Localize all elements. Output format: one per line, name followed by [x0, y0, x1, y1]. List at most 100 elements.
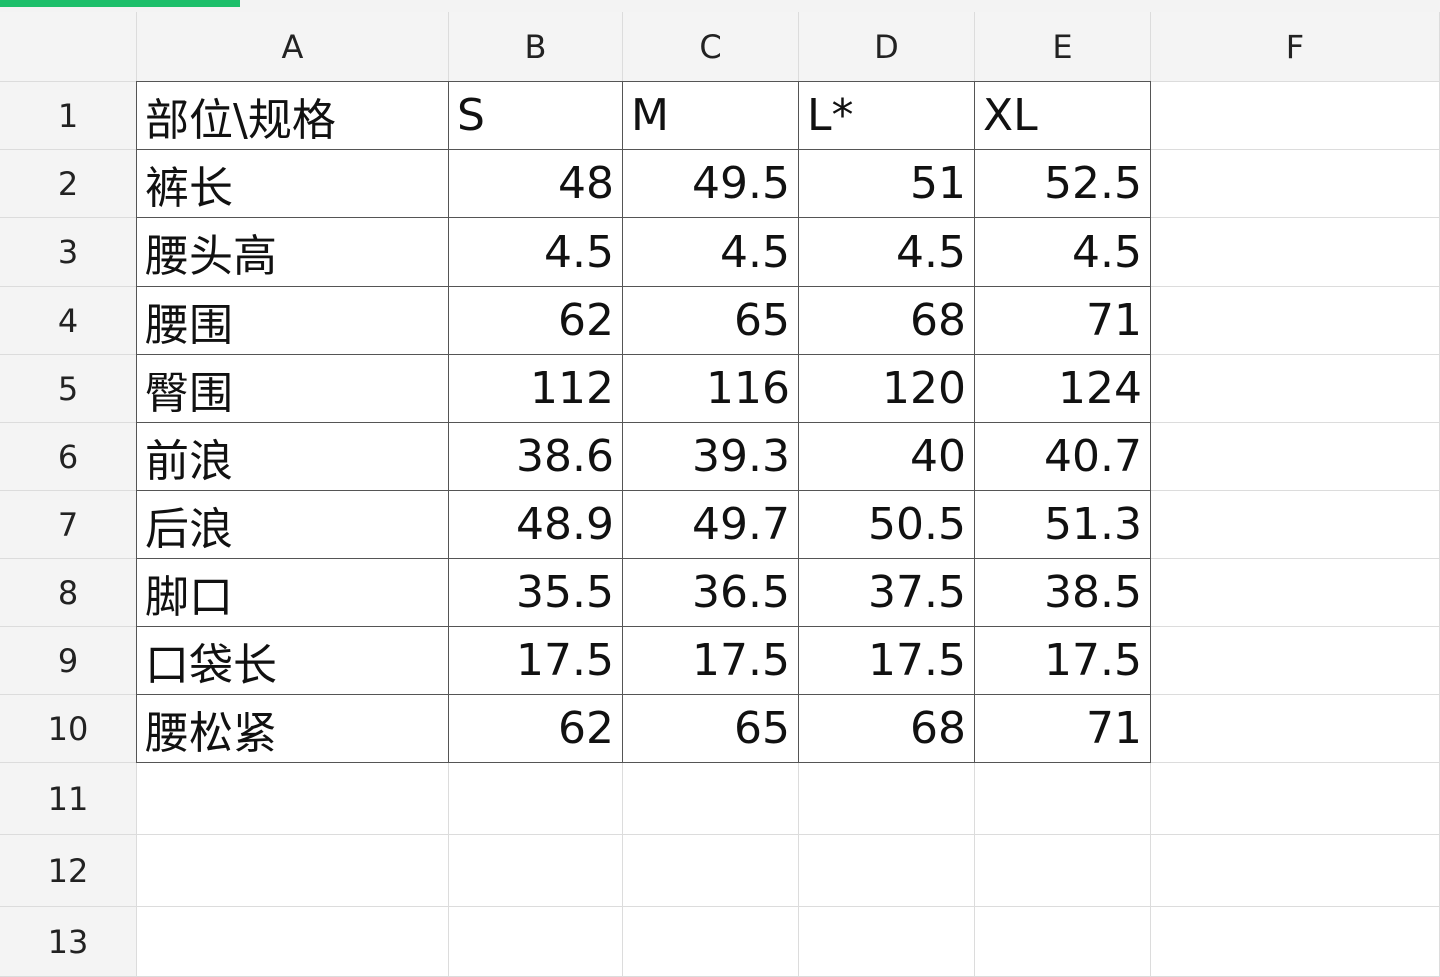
- cell-F1[interactable]: [1151, 82, 1440, 150]
- cell-F11[interactable]: [1151, 763, 1440, 835]
- cell-F8[interactable]: [1151, 559, 1440, 627]
- cell-A11[interactable]: [137, 763, 449, 835]
- cell-A4[interactable]: 腰围: [136, 286, 449, 355]
- cell-C9[interactable]: 17.5: [622, 626, 799, 695]
- cell-A1[interactable]: 部位\规格: [136, 81, 449, 150]
- cell-C12[interactable]: [623, 835, 799, 907]
- cell-D12[interactable]: [799, 835, 975, 907]
- cell-A13[interactable]: [137, 907, 449, 977]
- cell-F9[interactable]: [1151, 627, 1440, 695]
- cell-A8[interactable]: 脚口: [136, 558, 449, 627]
- cell-E4[interactable]: 71: [974, 286, 1151, 355]
- cell-E9[interactable]: 17.5: [974, 626, 1151, 695]
- cell-E7[interactable]: 51.3: [974, 490, 1151, 559]
- cell-E1[interactable]: XL: [974, 81, 1151, 150]
- cell-B12[interactable]: [449, 835, 623, 907]
- cell-F4[interactable]: [1151, 287, 1440, 355]
- cell-C6[interactable]: 39.3: [622, 422, 799, 491]
- cell-B9[interactable]: 17.5: [448, 626, 623, 695]
- cell-D8[interactable]: 37.5: [798, 558, 975, 627]
- row-header-9[interactable]: 9: [0, 627, 137, 695]
- row-header-10[interactable]: 10: [0, 695, 137, 763]
- row-header-7[interactable]: 7: [0, 491, 137, 559]
- cell-D11[interactable]: [799, 763, 975, 835]
- cell-C11[interactable]: [623, 763, 799, 835]
- cell-B1[interactable]: S: [448, 81, 623, 150]
- cell-C13[interactable]: [623, 907, 799, 977]
- cell-C5[interactable]: 116: [622, 354, 799, 423]
- cell-E10[interactable]: 71: [974, 694, 1151, 763]
- cell-E12[interactable]: [975, 835, 1151, 907]
- cell-A6[interactable]: 前浪: [136, 422, 449, 491]
- cell-F5[interactable]: [1151, 355, 1440, 423]
- cell-D6[interactable]: 40: [798, 422, 975, 491]
- column-header-E[interactable]: E: [975, 12, 1151, 82]
- cell-B2[interactable]: 48: [448, 149, 623, 218]
- row-header-12[interactable]: 12: [0, 835, 137, 907]
- cell-B6[interactable]: 38.6: [448, 422, 623, 491]
- cell-E6[interactable]: 40.7: [974, 422, 1151, 491]
- cell-F13[interactable]: [1151, 907, 1440, 977]
- cell-C8[interactable]: 36.5: [622, 558, 799, 627]
- cell-B3[interactable]: 4.5: [448, 217, 623, 287]
- cell-C3[interactable]: 4.5: [622, 217, 799, 287]
- row-header-1[interactable]: 1: [0, 82, 137, 150]
- cell-D5[interactable]: 120: [798, 354, 975, 423]
- cell-B8[interactable]: 35.5: [448, 558, 623, 627]
- cell-B7[interactable]: 48.9: [448, 490, 623, 559]
- row-header-11[interactable]: 11: [0, 763, 137, 835]
- row-header-5[interactable]: 5: [0, 355, 137, 423]
- top-bar: [0, 0, 1440, 12]
- column-header-A[interactable]: A: [137, 12, 449, 82]
- cell-D4[interactable]: 68: [798, 286, 975, 355]
- cell-D1[interactable]: L*: [798, 81, 975, 150]
- spreadsheet-grid: A B C D E F 1 部位\规格 S M L* XL 2 裤长 48 49.5 51 52.5 3 腰头高 4.5…: [0, 12, 1440, 977]
- cell-E13[interactable]: [975, 907, 1151, 977]
- row-header-13[interactable]: 13: [0, 907, 137, 977]
- cell-A2[interactable]: 裤长: [136, 149, 449, 218]
- cell-C4[interactable]: 65: [622, 286, 799, 355]
- cell-C2[interactable]: 49.5: [622, 149, 799, 218]
- cell-F12[interactable]: [1151, 835, 1440, 907]
- row-header-8[interactable]: 8: [0, 559, 137, 627]
- cell-D9[interactable]: 17.5: [798, 626, 975, 695]
- cell-C1[interactable]: M: [622, 81, 799, 150]
- cell-A5[interactable]: 臀围: [136, 354, 449, 423]
- cell-D7[interactable]: 50.5: [798, 490, 975, 559]
- cell-C10[interactable]: 65: [622, 694, 799, 763]
- row-header-4[interactable]: 4: [0, 287, 137, 355]
- cell-D3[interactable]: 4.5: [798, 217, 975, 287]
- cell-B5[interactable]: 112: [448, 354, 623, 423]
- row-header-3[interactable]: 3: [0, 218, 137, 287]
- row-header-6[interactable]: 6: [0, 423, 137, 491]
- cell-E5[interactable]: 124: [974, 354, 1151, 423]
- cell-E3[interactable]: 4.5: [974, 217, 1151, 287]
- cell-F2[interactable]: [1151, 150, 1440, 218]
- cell-F6[interactable]: [1151, 423, 1440, 491]
- cell-A12[interactable]: [137, 835, 449, 907]
- cell-A7[interactable]: 后浪: [136, 490, 449, 559]
- cell-A10[interactable]: 腰松紧: [136, 694, 449, 763]
- cell-D13[interactable]: [799, 907, 975, 977]
- column-header-D[interactable]: D: [799, 12, 975, 82]
- column-header-C[interactable]: C: [623, 12, 799, 82]
- cell-A9[interactable]: 口袋长: [136, 626, 449, 695]
- cell-B11[interactable]: [449, 763, 623, 835]
- cell-D10[interactable]: 68: [798, 694, 975, 763]
- cell-B10[interactable]: 62: [448, 694, 623, 763]
- select-all-corner[interactable]: [0, 12, 137, 82]
- row-header-2[interactable]: 2: [0, 150, 137, 218]
- cell-F7[interactable]: [1151, 491, 1440, 559]
- cell-F10[interactable]: [1151, 695, 1440, 763]
- cell-C7[interactable]: 49.7: [622, 490, 799, 559]
- column-header-F[interactable]: F: [1151, 12, 1440, 82]
- cell-E2[interactable]: 52.5: [974, 149, 1151, 218]
- cell-A3[interactable]: 腰头高: [136, 217, 449, 287]
- cell-E11[interactable]: [975, 763, 1151, 835]
- cell-B13[interactable]: [449, 907, 623, 977]
- cell-F3[interactable]: [1151, 218, 1440, 287]
- cell-D2[interactable]: 51: [798, 149, 975, 218]
- cell-E8[interactable]: 38.5: [974, 558, 1151, 627]
- column-header-B[interactable]: B: [449, 12, 623, 82]
- cell-B4[interactable]: 62: [448, 286, 623, 355]
